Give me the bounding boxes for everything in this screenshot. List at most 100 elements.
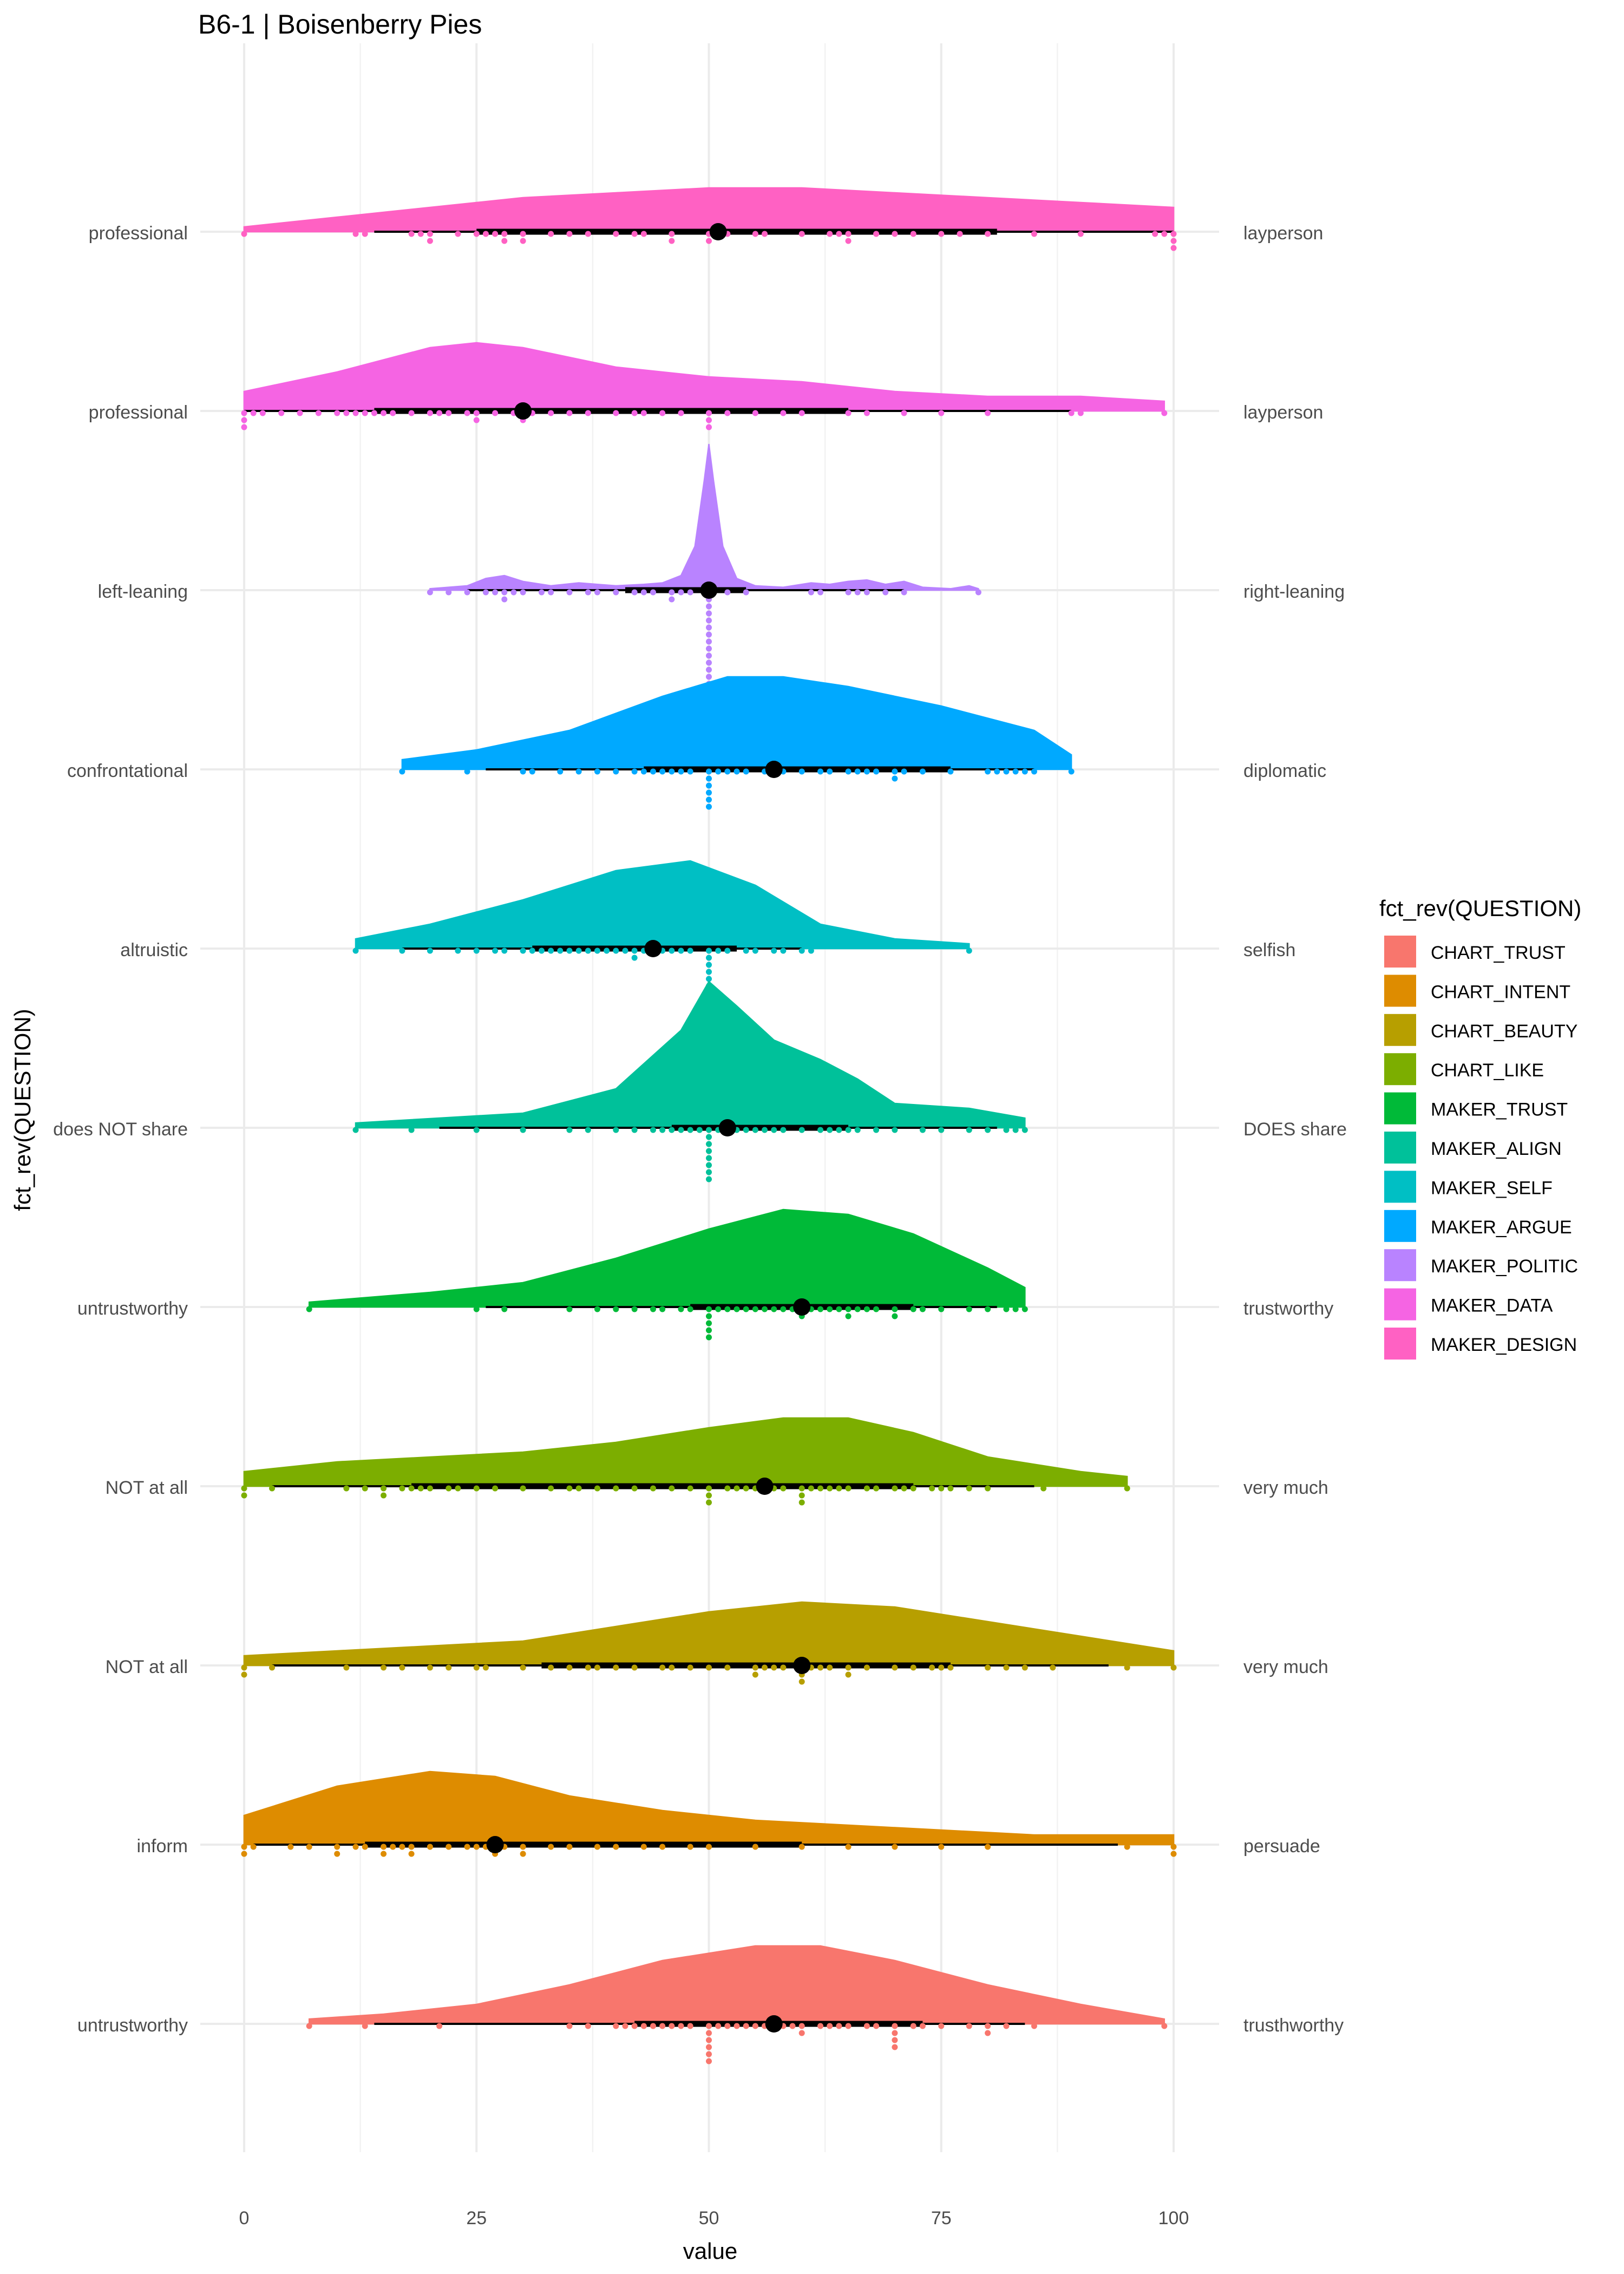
rain-point	[640, 231, 647, 237]
rain-point	[706, 424, 712, 430]
rain-point	[845, 1844, 852, 1850]
legend-item-maker_argue: MAKER_ARGUE	[1384, 1210, 1572, 1242]
rain-point	[362, 410, 368, 416]
rain-point	[566, 948, 573, 954]
rain-point	[771, 1664, 777, 1671]
rain-point	[520, 1127, 526, 1133]
rain-point	[706, 1334, 712, 1341]
rain-point	[706, 1155, 712, 1161]
rain-point	[669, 1127, 675, 1133]
rain-point	[1161, 231, 1168, 237]
rain-point	[706, 2037, 712, 2043]
rain-point	[836, 2023, 842, 2029]
rain-point	[771, 948, 777, 954]
rain-point	[399, 768, 405, 775]
rain-point	[1003, 1306, 1010, 1312]
rain-point	[845, 410, 852, 416]
rain-point	[1124, 1844, 1130, 1850]
rain-point	[269, 1664, 276, 1671]
rain-point	[929, 1664, 935, 1671]
rain-point	[863, 768, 870, 775]
rain-point	[381, 1844, 387, 1850]
rain-point	[892, 1844, 898, 1850]
rain-point	[548, 1485, 554, 1492]
rain-point	[724, 410, 731, 416]
rain-point	[706, 955, 712, 961]
rain-point	[817, 2023, 824, 2029]
rain-point	[362, 231, 368, 237]
rain-point	[706, 617, 712, 624]
rain-point	[892, 231, 898, 237]
rain-point	[863, 589, 870, 596]
median-point	[514, 402, 532, 420]
rain-point	[706, 1141, 712, 1147]
rain-point	[724, 768, 731, 775]
rain-point	[706, 789, 712, 796]
rain-point	[1170, 1851, 1177, 1857]
rain-point	[1077, 231, 1084, 237]
rain-point	[836, 231, 842, 237]
legend-swatch	[1384, 975, 1416, 1007]
rain-point	[473, 1844, 480, 1850]
rain-point	[1068, 410, 1075, 416]
rain-point	[687, 1306, 693, 1312]
rain-point	[334, 1851, 340, 1857]
legend-item-maker_trust: MAKER_TRUST	[1384, 1092, 1568, 1125]
rain-point	[520, 1844, 526, 1850]
rain-point	[798, 1492, 805, 1499]
raincloud-row-chart_beauty: NOT at all very much	[106, 1601, 1328, 1685]
rain-point	[706, 652, 712, 659]
rain-point	[427, 1664, 433, 1671]
right-anchor-label: DOES share	[1243, 1119, 1347, 1140]
left-anchor-label: untrustworthy	[77, 1298, 188, 1319]
rain-point	[798, 1678, 805, 1685]
rain-point	[594, 1306, 600, 1312]
rain-point	[845, 2023, 852, 2029]
rain-point	[724, 1485, 731, 1492]
rain-point	[863, 2023, 870, 2029]
rain-point	[1170, 1844, 1177, 1850]
rain-point	[492, 231, 499, 237]
rain-point	[585, 589, 591, 596]
rain-point	[640, 589, 647, 596]
rain-point	[659, 1306, 666, 1312]
rain-point	[910, 2023, 916, 2029]
rain-point	[371, 410, 377, 416]
rain-point	[910, 1664, 916, 1671]
rain-point	[520, 1851, 526, 1857]
rain-point	[938, 2023, 945, 2029]
rain-point	[706, 2051, 712, 2057]
rain-point	[938, 231, 945, 237]
rain-point	[548, 589, 554, 596]
rain-point	[715, 768, 722, 775]
rain-point	[399, 948, 405, 954]
rain-point	[873, 2023, 880, 2029]
rain-point	[455, 231, 461, 237]
rain-point	[352, 948, 359, 954]
density-cloud	[401, 676, 1072, 770]
rain-point	[427, 410, 433, 416]
rain-point	[892, 2023, 898, 2029]
rain-point	[1152, 231, 1158, 237]
rain-point	[854, 1127, 861, 1133]
rain-point	[566, 589, 573, 596]
rain-point	[1031, 231, 1037, 237]
rain-point	[1021, 1127, 1028, 1133]
rain-point	[501, 238, 508, 244]
median-point	[756, 1478, 774, 1495]
rain-point	[492, 1485, 499, 1492]
rain-point	[706, 638, 712, 645]
rain-point	[780, 410, 787, 416]
rain-point	[613, 1844, 619, 1850]
rain-point	[241, 1851, 247, 1857]
left-anchor-label: NOT at all	[106, 1478, 188, 1498]
rain-point	[640, 410, 647, 416]
rain-point	[706, 1162, 712, 1168]
rain-point	[678, 1306, 684, 1312]
rain-point	[1003, 1664, 1010, 1671]
rain-point	[585, 948, 591, 954]
rain-point	[706, 1169, 712, 1175]
rain-point	[669, 2023, 675, 2029]
legend-swatch	[1384, 1328, 1416, 1360]
